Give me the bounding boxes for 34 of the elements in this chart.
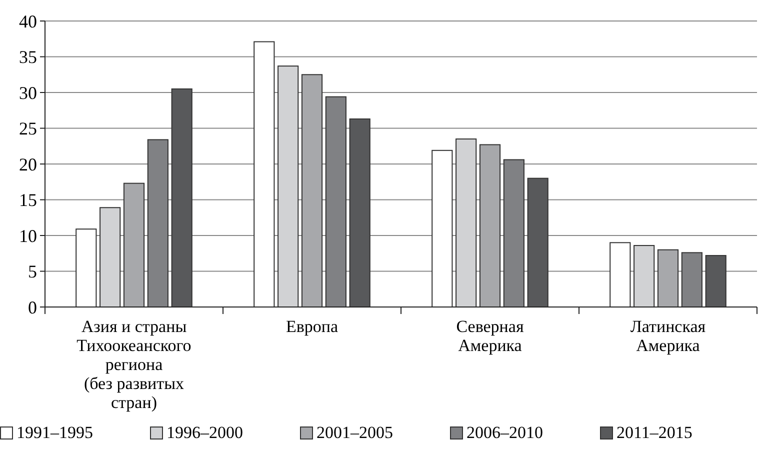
y-tick-label: 0 bbox=[28, 297, 37, 318]
bar bbox=[349, 118, 370, 308]
bar bbox=[705, 255, 726, 308]
legend-label: 2011–2015 bbox=[616, 423, 692, 442]
y-tick-label: 25 bbox=[19, 118, 37, 139]
x-tick-label: Европа bbox=[286, 317, 338, 336]
bar bbox=[456, 138, 477, 308]
y-tick-label: 30 bbox=[19, 82, 37, 103]
bar bbox=[634, 245, 655, 308]
y-tick-label: 35 bbox=[19, 47, 37, 68]
bar bbox=[278, 66, 299, 308]
y-tick-label: 40 bbox=[19, 11, 37, 32]
legend-label: 1996–2000 bbox=[166, 423, 243, 442]
legend-label: 2006–2010 bbox=[466, 423, 543, 442]
bar bbox=[76, 228, 97, 308]
y-tick-label: 5 bbox=[28, 262, 37, 282]
y-tick-label: 10 bbox=[19, 226, 37, 246]
y-tick-label: 15 bbox=[19, 190, 37, 210]
bar bbox=[171, 88, 192, 308]
x-tick-label: Северная Америка bbox=[456, 317, 524, 355]
bar bbox=[254, 41, 275, 308]
bar bbox=[610, 242, 631, 308]
bar bbox=[527, 178, 548, 308]
x-tick-label: Азия и страны Тихоокеанского региона (без развитых стран) bbox=[76, 317, 192, 412]
bar bbox=[432, 150, 453, 308]
bar bbox=[301, 74, 323, 308]
bar bbox=[100, 207, 121, 308]
y-tick-label: 20 bbox=[19, 154, 37, 174]
legend-label: 1991–1995 bbox=[16, 423, 93, 442]
legend-label: 2001–2005 bbox=[316, 423, 393, 442]
bar bbox=[123, 182, 145, 308]
bar bbox=[479, 144, 501, 308]
bar bbox=[657, 249, 679, 308]
x-tick-label: Латинская Америка bbox=[630, 317, 706, 355]
